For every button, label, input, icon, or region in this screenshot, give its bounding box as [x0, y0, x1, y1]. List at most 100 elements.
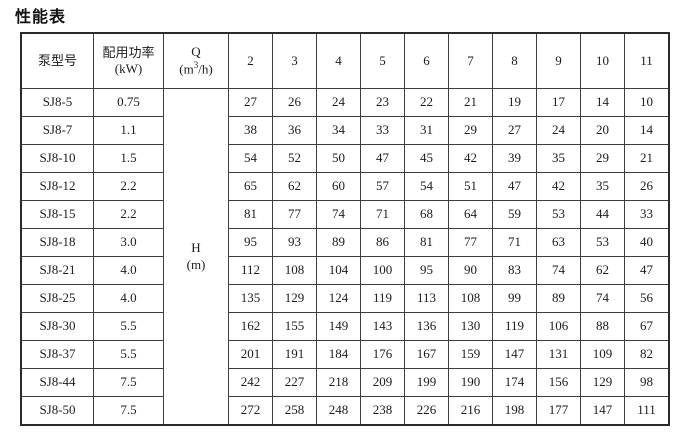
- head-value-cell: 155: [272, 312, 317, 341]
- head-value-cell: 33: [360, 116, 405, 145]
- table-row: SJ8-37 5.5 201 191 184 176 167 159 147 131 109 82: [20, 340, 670, 369]
- head-value-cell: 93: [272, 228, 317, 257]
- head-value-cell: 99: [492, 284, 537, 313]
- head-value-cell: 216: [448, 396, 493, 426]
- head-value-cell: 29: [580, 144, 625, 173]
- power-cell: 4.0: [93, 256, 164, 285]
- head-value-cell: 14: [624, 116, 670, 145]
- head-value-cell: 135: [228, 284, 273, 313]
- head-value-cell: 57: [360, 172, 405, 201]
- head-value-cell: 167: [404, 340, 449, 369]
- pump-model-cell: SJ8-44: [20, 368, 94, 397]
- head-value-cell: 27: [228, 88, 273, 117]
- head-value-cell: 226: [404, 396, 449, 426]
- head-value-cell: 26: [624, 172, 670, 201]
- table-row: SJ8-25 4.0 135 129 124 119 113 108 99 89 74 56: [20, 284, 670, 313]
- head-value-cell: 62: [272, 172, 317, 201]
- head-value-cell: 64: [448, 200, 493, 229]
- table-row: SJ8-10 1.5 54 52 50 47 45 42 39 35 29 21: [20, 144, 670, 173]
- head-value-cell: 27: [492, 116, 537, 145]
- head-value-cell: 47: [492, 172, 537, 201]
- head-unit-cell: H (m): [163, 88, 229, 426]
- power-cell: 5.5: [93, 340, 164, 369]
- head-value-cell: 45: [404, 144, 449, 173]
- head-value-cell: 113: [404, 284, 449, 313]
- head-value-cell: 19: [492, 88, 537, 117]
- table-row: SJ8-50 7.5 272 258 248 238 226 216 198 177 147 111: [20, 396, 670, 426]
- head-value-cell: 39: [492, 144, 537, 173]
- header-flow-5: 5: [360, 32, 405, 89]
- power-cell: 5.5: [93, 312, 164, 341]
- head-value-cell: 74: [580, 284, 625, 313]
- head-value-cell: 90: [448, 256, 493, 285]
- head-value-cell: 50: [316, 144, 361, 173]
- power-cell: 4.0: [93, 284, 164, 313]
- head-value-cell: 68: [404, 200, 449, 229]
- head-value-cell: 119: [360, 284, 405, 313]
- head-value-cell: 71: [492, 228, 537, 257]
- head-value-cell: 191: [272, 340, 317, 369]
- header-rated-power-line2: (kW): [114, 61, 143, 76]
- head-value-cell: 63: [536, 228, 581, 257]
- head-value-cell: 47: [624, 256, 670, 285]
- head-value-cell: 201: [228, 340, 273, 369]
- head-value-cell: 54: [228, 144, 273, 173]
- head-value-cell: 108: [272, 256, 317, 285]
- head-value-cell: 106: [536, 312, 581, 341]
- power-cell: 3.0: [93, 228, 164, 257]
- pump-model-cell: SJ8-7: [20, 116, 94, 145]
- head-value-cell: 40: [624, 228, 670, 257]
- head-value-cell: 159: [448, 340, 493, 369]
- head-value-cell: 47: [360, 144, 405, 173]
- head-value-cell: 184: [316, 340, 361, 369]
- head-value-cell: 74: [536, 256, 581, 285]
- head-value-cell: 89: [536, 284, 581, 313]
- table-row: SJ8-44 7.5 242 227 218 209 199 190 174 156 129 98: [20, 368, 670, 397]
- head-value-cell: 83: [492, 256, 537, 285]
- table-row: SJ8-30 5.5 162 155 149 143 136 130 119 106 88 67: [20, 312, 670, 341]
- head-value-cell: 119: [492, 312, 537, 341]
- head-value-cell: 17: [536, 88, 581, 117]
- pump-model-cell: SJ8-21: [20, 256, 94, 285]
- head-value-cell: 42: [448, 144, 493, 173]
- head-value-cell: 21: [624, 144, 670, 173]
- power-cell: 1.1: [93, 116, 164, 145]
- head-value-cell: 35: [536, 144, 581, 173]
- table-row: SJ8-18 3.0 95 93 89 86 81 77 71 63 53 40: [20, 228, 670, 257]
- head-value-cell: 31: [404, 116, 449, 145]
- head-value-cell: 38: [228, 116, 273, 145]
- head-value-cell: 34: [316, 116, 361, 145]
- head-value-cell: 60: [316, 172, 361, 201]
- performance-table: 泵型号 配用功率 (kW) Q (m3/h) 2 3 4 5 6 7 8 9 1…: [20, 32, 670, 426]
- head-value-cell: 209: [360, 368, 405, 397]
- head-value-cell: 35: [580, 172, 625, 201]
- head-value-cell: 74: [316, 200, 361, 229]
- head-value-cell: 177: [536, 396, 581, 426]
- head-value-cell: 23: [360, 88, 405, 117]
- header-flow-8: 8: [492, 32, 537, 89]
- head-value-cell: 24: [536, 116, 581, 145]
- head-value-cell: 36: [272, 116, 317, 145]
- header-flow-q-sup: 3: [193, 60, 199, 71]
- head-value-cell: 81: [228, 200, 273, 229]
- head-value-cell: 176: [360, 340, 405, 369]
- head-value-cell: 104: [316, 256, 361, 285]
- header-flow-9: 9: [536, 32, 581, 89]
- head-value-cell: 198: [492, 396, 537, 426]
- head-value-cell: 54: [404, 172, 449, 201]
- head-value-cell: 129: [272, 284, 317, 313]
- head-value-cell: 147: [492, 340, 537, 369]
- header-row: 泵型号 配用功率 (kW) Q (m3/h) 2 3 4 5 6 7 8 9 1…: [20, 32, 670, 89]
- head-value-cell: 199: [404, 368, 449, 397]
- head-value-cell: 89: [316, 228, 361, 257]
- table-row: SJ8-15 2.2 81 77 74 71 68 64 59 53 44 33: [20, 200, 670, 229]
- head-value-cell: 272: [228, 396, 273, 426]
- head-value-cell: 81: [404, 228, 449, 257]
- header-flow-3: 3: [272, 32, 317, 89]
- pump-model-cell: SJ8-12: [20, 172, 94, 201]
- head-value-cell: 77: [272, 200, 317, 229]
- head-value-cell: 131: [536, 340, 581, 369]
- page-title: 性能表: [15, 9, 67, 26]
- head-value-cell: 136: [404, 312, 449, 341]
